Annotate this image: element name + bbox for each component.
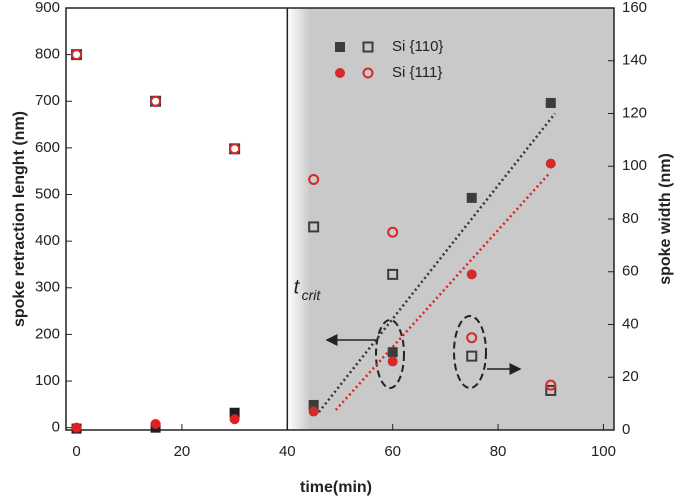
y-tick-label: 600 bbox=[35, 139, 60, 156]
x-tick-label: 60 bbox=[384, 443, 401, 460]
legend-symbol bbox=[335, 42, 345, 52]
ellipse bbox=[453, 315, 487, 389]
y2-tick-label: 80 bbox=[622, 210, 639, 227]
fit-line bbox=[334, 171, 552, 411]
legend-label: Si {111} bbox=[392, 64, 442, 81]
y2-tick-label: 140 bbox=[622, 52, 647, 69]
ellipse bbox=[375, 319, 405, 389]
x-tick-label: 80 bbox=[490, 443, 507, 460]
y-tick-label: 300 bbox=[35, 279, 60, 296]
shaded-region bbox=[287, 8, 614, 430]
x-tick-label: 100 bbox=[591, 443, 616, 460]
point bbox=[308, 406, 319, 417]
fit-line bbox=[317, 112, 556, 413]
y2-tick-label: 160 bbox=[622, 0, 647, 16]
point bbox=[308, 221, 320, 233]
point bbox=[545, 384, 557, 396]
y-tick-label: 900 bbox=[35, 0, 60, 16]
y-tick-label: 700 bbox=[35, 92, 60, 109]
point bbox=[545, 379, 557, 391]
y-tick-label: 100 bbox=[35, 372, 60, 389]
legend-label: Si {110} bbox=[392, 38, 443, 55]
point bbox=[466, 192, 477, 203]
point bbox=[71, 49, 83, 61]
y2-tick-label: 20 bbox=[622, 368, 639, 385]
x-tick-label: 20 bbox=[174, 443, 191, 460]
x-tick-label: 40 bbox=[279, 443, 296, 460]
y2-tick-label: 60 bbox=[622, 263, 639, 280]
y-tick-label: 400 bbox=[35, 232, 60, 249]
legend-symbol bbox=[335, 68, 345, 78]
point bbox=[150, 95, 162, 107]
y2-tick-label: 0 bbox=[622, 421, 630, 438]
point bbox=[229, 143, 241, 155]
y-tick-label: 800 bbox=[35, 46, 60, 63]
point bbox=[71, 422, 82, 433]
point bbox=[545, 158, 556, 169]
annotation-subscript: crit bbox=[302, 287, 322, 303]
point bbox=[466, 332, 478, 344]
point bbox=[466, 269, 477, 280]
y2-tick-label: 40 bbox=[622, 315, 639, 332]
y2-axis-title: spoke width (nm) bbox=[657, 153, 674, 285]
y-tick-label: 200 bbox=[35, 325, 60, 342]
point bbox=[387, 268, 399, 280]
point bbox=[229, 414, 240, 425]
legend-symbol bbox=[362, 41, 374, 53]
point bbox=[545, 97, 556, 108]
y2-tick-label: 120 bbox=[622, 104, 647, 121]
point bbox=[150, 418, 161, 429]
point bbox=[387, 356, 398, 367]
y-axis-title: spoke retraction lenght (nm) bbox=[11, 111, 28, 327]
point bbox=[466, 350, 478, 362]
x-axis-title: time(min) bbox=[300, 479, 372, 496]
x-tick-label: 0 bbox=[72, 443, 80, 460]
point bbox=[387, 347, 398, 358]
legend-symbol bbox=[362, 67, 374, 79]
point bbox=[387, 226, 399, 238]
annotation: t bbox=[294, 276, 301, 298]
y-tick-label: 0 bbox=[52, 419, 60, 436]
y2-tick-label: 100 bbox=[622, 157, 647, 174]
y-tick-label: 500 bbox=[35, 185, 60, 202]
point bbox=[308, 173, 320, 185]
